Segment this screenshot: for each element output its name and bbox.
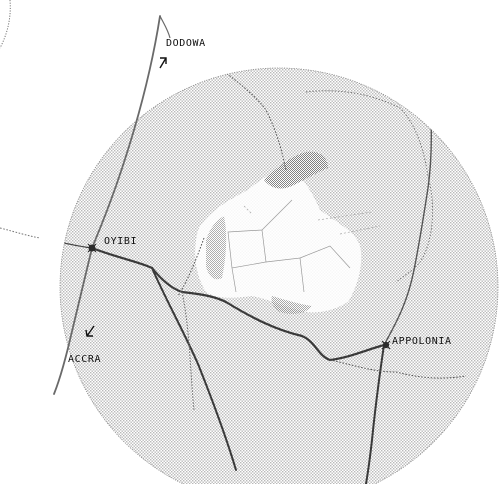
label-appolonia: APPOLONIA (392, 336, 452, 347)
road-west-dashed (0, 227, 41, 239)
dense-area-north (264, 151, 328, 189)
partial-circle-outline (0, 0, 11, 49)
dense-area-west (206, 216, 227, 280)
dense-area-south (271, 296, 312, 314)
road-west-edge (60, 237, 93, 249)
appolonia-marker (381, 340, 391, 350)
highway-accra-dodowa (53, 15, 161, 395)
highway-east-branch (159, 15, 171, 39)
road-oyibi-south (151, 267, 237, 471)
site-grid-lines (243, 205, 381, 235)
boundary-northeast (305, 90, 434, 283)
development-site (195, 169, 362, 313)
road-appolonia-northeast (383, 99, 433, 346)
district-boundary (167, 68, 467, 379)
label-dodowa: DODOWA (166, 38, 206, 49)
label-oyibi: OYIBI (104, 236, 137, 247)
arrow-to-accra-icon (85, 325, 95, 337)
label-accra: ACCRA (68, 354, 101, 365)
oyibi-marker (87, 243, 97, 253)
site-parcel-lines (227, 199, 351, 293)
road-appolonia-south (365, 344, 385, 484)
road-southwest-spur (181, 291, 195, 411)
arrow-to-dodowa-icon (159, 57, 167, 69)
